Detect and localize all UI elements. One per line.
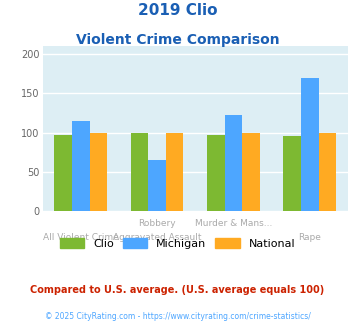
Legend: Clio, Michigan, National: Clio, Michigan, National bbox=[55, 234, 300, 253]
Text: Robbery: Robbery bbox=[138, 219, 176, 228]
Text: © 2025 CityRating.com - https://www.cityrating.com/crime-statistics/: © 2025 CityRating.com - https://www.city… bbox=[45, 312, 310, 321]
Bar bbox=[166, 133, 184, 211]
Bar bbox=[242, 133, 260, 211]
Text: Rape: Rape bbox=[298, 233, 321, 242]
Text: Violent Crime Comparison: Violent Crime Comparison bbox=[76, 33, 279, 47]
Bar bbox=[207, 135, 225, 211]
Bar bbox=[54, 135, 72, 211]
Bar bbox=[89, 133, 107, 211]
Bar bbox=[301, 78, 318, 211]
Text: All Violent Crime: All Violent Crime bbox=[43, 233, 119, 242]
Text: Murder & Mans...: Murder & Mans... bbox=[195, 219, 272, 228]
Bar bbox=[148, 160, 166, 211]
Text: Compared to U.S. average. (U.S. average equals 100): Compared to U.S. average. (U.S. average … bbox=[31, 285, 324, 295]
Text: Aggravated Assault: Aggravated Assault bbox=[113, 233, 201, 242]
Bar bbox=[318, 133, 336, 211]
Bar bbox=[131, 133, 148, 211]
Bar bbox=[72, 121, 89, 211]
Bar bbox=[283, 136, 301, 211]
Bar bbox=[225, 115, 242, 211]
Text: 2019 Clio: 2019 Clio bbox=[138, 3, 217, 18]
